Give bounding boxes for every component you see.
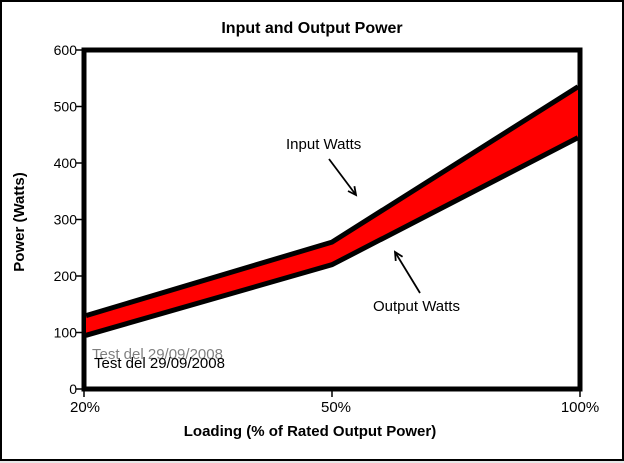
y-tick-label-600: 600: [54, 42, 78, 58]
x-label-100pct: 100%: [561, 399, 599, 416]
output-watts-arrow: [393, 250, 421, 294]
y-axis-tick-marks: [76, 49, 84, 390]
x-label-20pct: 20%: [70, 399, 100, 416]
input-watts-arrow: [328, 158, 358, 197]
y-tick-label-0: 0: [69, 381, 77, 397]
x-axis-tick-marks: [83, 389, 581, 397]
y-tick-label-500: 500: [54, 99, 78, 115]
input-watts-line: [85, 84, 580, 318]
test-note-shadow: Test del 29/09/2008: [92, 346, 223, 363]
input-watts-label: Input Watts: [286, 136, 361, 153]
y-tick-label-200: 200: [54, 268, 78, 284]
output-watts-label: Output Watts: [373, 298, 460, 315]
y-axis-title: Power (Watts): [11, 172, 28, 271]
test-note: Test del 29/09/2008: [94, 355, 225, 372]
band-fill: [86, 86, 578, 336]
y-tick-label-400: 400: [54, 155, 78, 171]
y-axis-tick-labels: 600 500 400 300 200 100 0: [54, 42, 78, 397]
output-watts-line: [85, 135, 580, 338]
y-tick-label-100: 100: [54, 325, 78, 341]
chart-title: Input and Output Power: [221, 20, 402, 37]
x-label-50pct: 50%: [321, 399, 351, 416]
y-tick-label-300: 300: [54, 212, 78, 228]
x-axis-tick-labels: 20% 50% 100%: [70, 399, 599, 416]
plot-area-border: [81, 47, 583, 392]
x-axis-title: Loading (% of Rated Output Power): [184, 423, 436, 440]
